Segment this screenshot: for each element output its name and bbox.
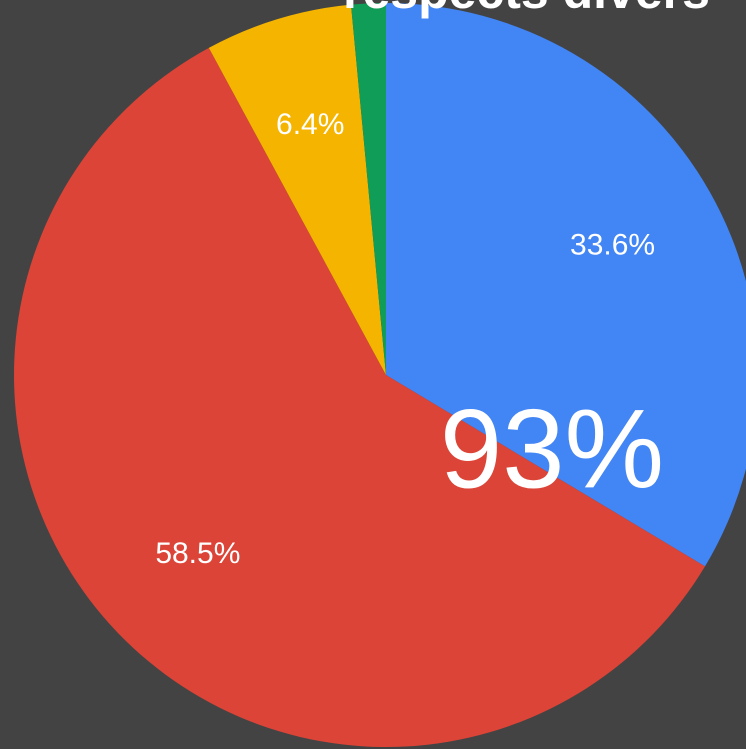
pie-slice <box>386 3 746 567</box>
pie: 33.6% 58.5% 6.4% <box>14 3 746 747</box>
slice-label: 6.4% <box>276 108 344 141</box>
pie-slice <box>14 47 705 747</box>
slice-label: 33.6% <box>570 229 655 262</box>
pie-slice <box>208 4 386 376</box>
chart-title: respects divers <box>343 0 710 19</box>
pie-slice <box>350 3 386 375</box>
slice-label: 58.5% <box>155 537 240 570</box>
annotation: 93% <box>440 387 664 512</box>
